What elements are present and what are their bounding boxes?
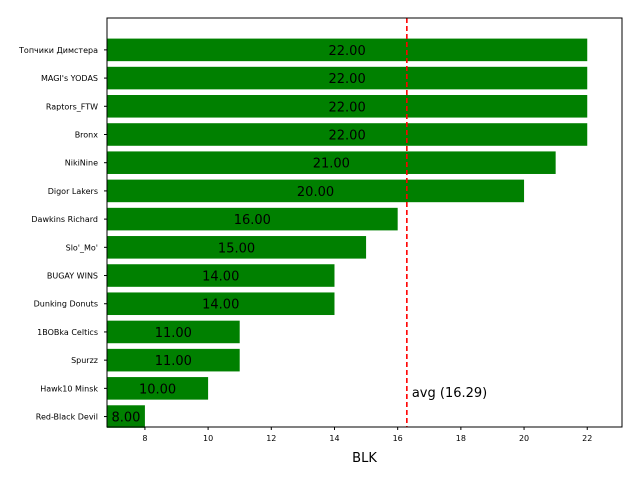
y-tick-label: Slo'_Mo': [66, 243, 98, 252]
x-ticks-group: 8 10 12 14 16 18 20 22: [142, 427, 592, 443]
bar-value-label: 16.00: [234, 213, 271, 228]
y-tick-label: Digor Lakers: [48, 187, 98, 196]
bar-value-label: 11.00: [155, 354, 192, 369]
y-tick-label: 1BOBka Celtics: [37, 328, 98, 337]
bar-value-label: 22.00: [329, 128, 366, 143]
x-tick-label: 18: [456, 434, 466, 443]
bar-value-label: 11.00: [155, 326, 192, 341]
x-axis-label: BLK: [352, 451, 377, 466]
bar-value-label: 20.00: [297, 185, 334, 200]
y-tick-label: Red-Black Devil: [36, 413, 98, 422]
x-tick-label: 16: [393, 434, 403, 443]
y-tick-label: MAGI's YODAS: [41, 74, 98, 83]
y-tick-label: NikiNine: [65, 159, 98, 168]
bar-value-label: 14.00: [202, 270, 239, 285]
x-tick-label: 22: [582, 434, 592, 443]
bar-value-label: 14.00: [202, 298, 239, 313]
average-label: avg (16.29): [412, 386, 487, 401]
y-tick-label: BUGAY WINS: [47, 272, 98, 281]
bar-value-label: 15.00: [218, 241, 255, 256]
bar-value-label: 22.00: [329, 44, 366, 59]
x-tick-label: 8: [142, 434, 147, 443]
y-tick-label: Raptors_FTW: [46, 102, 98, 111]
bars-group: [107, 39, 587, 428]
bar-value-label: 21.00: [313, 157, 350, 172]
y-tick-label: Dawkins Richard: [31, 215, 98, 224]
y-tick-label: Топчики Димстера: [18, 46, 98, 55]
y-tick-label: Dunking Donuts: [34, 300, 98, 309]
x-tick-label: 20: [519, 434, 529, 443]
x-tick-label: 14: [329, 434, 339, 443]
bar-value-label: 10.00: [139, 382, 176, 397]
y-tick-label: Spurzz: [71, 356, 98, 365]
x-tick-label: 10: [203, 434, 213, 443]
y-ticks-group: Топчики Димстера MAGI's YODAS Raptors_FTW B…: [18, 46, 107, 422]
bar-value-label: 22.00: [329, 72, 366, 87]
bar-value-label: 22.00: [329, 100, 366, 115]
y-tick-label: Bronx: [75, 130, 99, 139]
bar-value-label: 8.00: [111, 411, 140, 426]
x-tick-label: 12: [266, 434, 276, 443]
y-tick-label: Hawk10 Minsk: [40, 384, 98, 393]
